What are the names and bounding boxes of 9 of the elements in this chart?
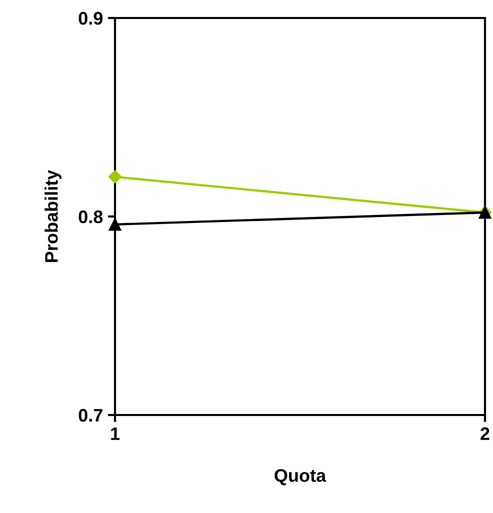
y-tick-label: 0.8 xyxy=(78,210,103,224)
x-tick-label: 2 xyxy=(480,427,490,440)
y-axis-title: Probability xyxy=(44,170,62,262)
point xyxy=(108,170,122,184)
x-axis-title: Quota xyxy=(274,469,326,486)
y-tick-label: 0.9 xyxy=(78,12,103,25)
y-tick-label: 0.7 xyxy=(78,408,102,422)
point xyxy=(108,218,122,231)
x-tick-label: 1 xyxy=(111,427,120,440)
